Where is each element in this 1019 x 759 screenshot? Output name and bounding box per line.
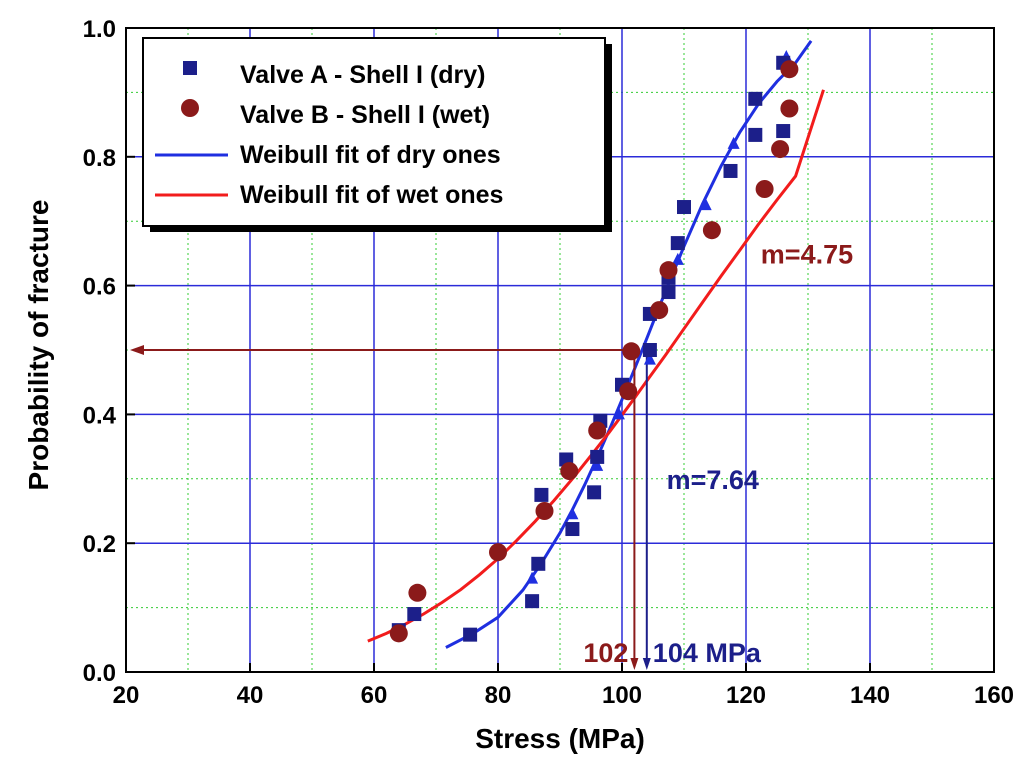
- y-tick-label: 0.8: [83, 145, 116, 172]
- y-axis-title: Probability of fracture: [23, 200, 54, 491]
- data-markers: [389, 49, 799, 643]
- wet-data-circle: [755, 180, 774, 198]
- x-axis-title: Stress (MPa): [475, 723, 645, 754]
- wet-arrowhead: [630, 658, 639, 670]
- legend-label-dry-points: Valve A - Shell I (dry): [240, 61, 485, 89]
- dry-data-square: [748, 127, 763, 142]
- dry-data-square: [776, 124, 791, 139]
- legend-label-wet-fit: Weibull fit of wet ones: [240, 181, 503, 209]
- dry-data-square: [531, 556, 546, 571]
- axis-ticks: 20 40 60 80 100 120 140 160 0.0 0.2 0.4 0.6 0.8 1.0: [83, 16, 1014, 709]
- dry-data-square: [748, 91, 763, 106]
- y-tick-label: 1.0: [83, 16, 116, 43]
- dry-data-square: [587, 485, 602, 500]
- dry-fit-triangle: [699, 198, 712, 211]
- x-tick-label: 120: [726, 682, 766, 709]
- dry-fit-triangle: [612, 407, 625, 420]
- wet-data-circle: [659, 261, 678, 280]
- x-tick-label: 100: [602, 682, 642, 709]
- wet-data-circle: [622, 342, 641, 361]
- x-tick-label: 40: [237, 682, 264, 709]
- dry-data-square: [590, 449, 605, 464]
- dry-fit-triangle: [526, 571, 539, 584]
- dry-data-square: [407, 607, 422, 622]
- legend-label-wet-points: Valve B - Shell I (wet): [240, 101, 490, 129]
- x-tick-label: 60: [361, 682, 388, 709]
- wet-data-circle: [650, 301, 669, 320]
- dry-data-square: [661, 285, 676, 300]
- wet-data-circle: [408, 583, 427, 602]
- legend-swatches: [155, 61, 228, 197]
- x-tick-label: 80: [485, 682, 512, 709]
- x-tick-label: 20: [113, 682, 140, 709]
- y-tick-label: 0.4: [83, 402, 117, 429]
- legend-label-dry-fit: Weibull fit of dry ones: [240, 141, 501, 169]
- y-tick-label: 0.0: [83, 660, 116, 687]
- dry-fit-triangle: [643, 352, 656, 365]
- wet-median-stress-label: 102: [583, 638, 628, 668]
- wet-data-circle: [780, 99, 799, 118]
- dry-data-square: [642, 343, 657, 357]
- legend-swatch-square: [183, 61, 197, 75]
- left-arrowhead: [130, 345, 144, 355]
- dry-data-square: [677, 200, 691, 215]
- dry-fit-triangle: [566, 507, 579, 520]
- x-tick-label: 160: [974, 682, 1014, 709]
- dry-median-stress-label: 104 MPa: [653, 638, 762, 668]
- wet-data-circle: [780, 60, 799, 79]
- dry-fit-triangle: [671, 252, 684, 265]
- wet-data-circle: [619, 382, 638, 401]
- plot-frame: [125, 27, 995, 673]
- wet-data-circle: [560, 462, 579, 481]
- y-tick-label: 0.2: [83, 531, 116, 558]
- dry-data-square: [534, 487, 549, 502]
- weibull-modulus-dry-label: m=7.64: [667, 465, 759, 495]
- wet-data-circle: [389, 624, 408, 643]
- dry-data-square: [670, 236, 685, 251]
- dry-arrowhead: [642, 658, 651, 670]
- wet-data-circle: [489, 543, 507, 562]
- dry-fit-triangle: [727, 136, 740, 149]
- legend: Valve A - Shell I (dry) Valve B - Shell …: [142, 37, 612, 232]
- legend-swatch-circle: [181, 99, 199, 117]
- y-tick-label: 0.6: [83, 274, 116, 301]
- wet-data-circle: [535, 502, 554, 520]
- x-tick-label: 140: [850, 682, 890, 709]
- weibull-modulus-wet-label: m=4.75: [761, 239, 853, 269]
- dry-data-square: [525, 594, 540, 609]
- median-guides: [130, 345, 651, 670]
- dry-data-square: [463, 627, 478, 642]
- wet-data-circle: [771, 140, 790, 159]
- dry-fit-triangle: [591, 458, 604, 471]
- dry-data-square: [723, 163, 738, 178]
- wet-data-circle: [702, 221, 721, 240]
- wet-data-circle: [588, 421, 607, 440]
- dry-data-square: [565, 522, 580, 537]
